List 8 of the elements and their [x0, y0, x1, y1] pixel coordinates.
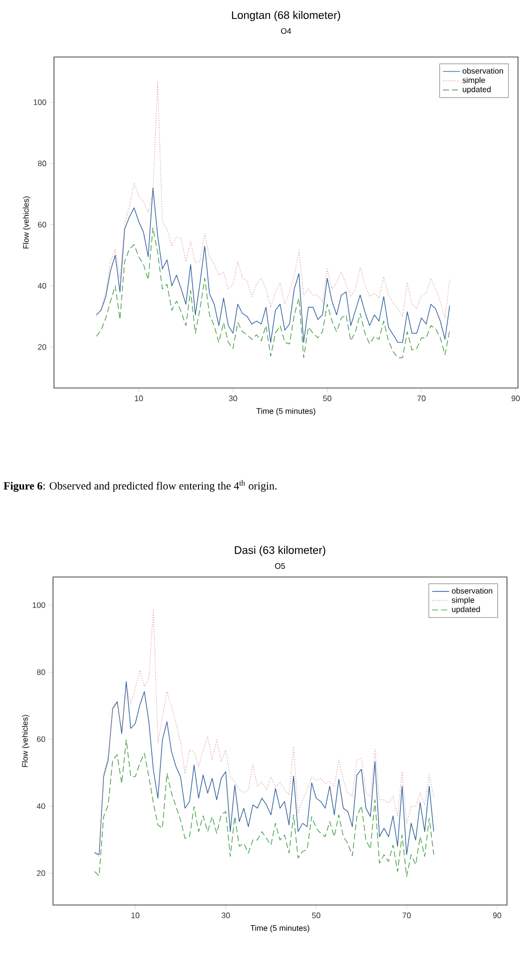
chart-title: Longtan (68 kilometer): [232, 10, 340, 22]
chart-title: Dasi (63 kilometer): [234, 546, 326, 556]
line-series: [96, 82, 450, 318]
line-series: [94, 739, 434, 877]
line-series: [96, 227, 450, 358]
text: Figure 6: Observed and predicted flow entering the 4$^{th}$ origin.: [4, 480, 277, 492]
line-series: [94, 681, 434, 856]
line-series: [94, 608, 434, 857]
